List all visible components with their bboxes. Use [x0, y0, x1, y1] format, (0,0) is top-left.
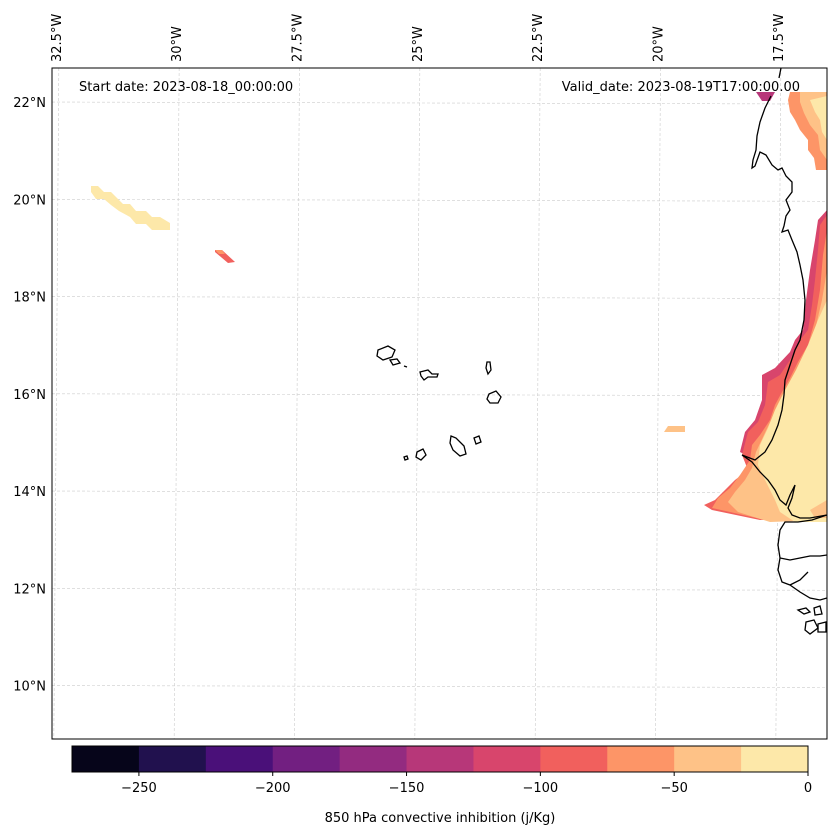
lon-tick-label: 22.5°W	[531, 14, 546, 62]
colorbar-tick-label: −100	[523, 781, 559, 796]
gridline-lat	[52, 296, 827, 299]
island-sao-nicolau	[419, 369, 439, 381]
lat-tick-label: 10°N	[13, 680, 46, 695]
cin-region-senegal-land	[758, 300, 827, 522]
map-frame	[51, 67, 828, 740]
lat-tick-label: 22°N	[13, 96, 46, 111]
valid-date-label: Valid_date: 2023-08-19T17:00:00.00	[562, 80, 800, 95]
island-maio	[473, 435, 482, 445]
colorbar-bin	[607, 746, 675, 772]
gridline-lon	[173, 68, 180, 739]
colorbar-bins	[72, 746, 809, 772]
gridline-lat	[52, 101, 827, 105]
map-area: Start date: 2023-08-18_00:00:00 Valid_da…	[51, 67, 828, 740]
gridline-lat	[52, 490, 827, 494]
gridline-lon	[294, 68, 300, 739]
coastlines	[376, 68, 827, 635]
gridline-lon	[414, 68, 421, 739]
cin-region-small-patch-west-edge	[215, 250, 225, 254]
gridline-lon	[534, 68, 541, 739]
colorbar-bin	[674, 746, 742, 772]
coastline-bissagos-3	[804, 619, 819, 635]
coastline-bissagos-4	[817, 621, 827, 633]
colorbar-bin	[473, 746, 541, 772]
colorbar-ticks: −250 −200 −150 −100 −50 0	[121, 772, 812, 796]
longitude-tick-labels: 32.5°W 30°W 27.5°W 25°W 22.5°W 20°W 17.5°W	[50, 14, 787, 62]
colorbar-bin	[741, 746, 809, 772]
gridline-lat	[52, 685, 827, 688]
gridline-lat	[52, 393, 827, 397]
cin-region-senegal-lower-edge	[810, 500, 827, 518]
colorbar-tick-label: −50	[660, 781, 687, 796]
cin-region-northwest-streak	[91, 186, 170, 230]
colorbar-bin	[339, 746, 408, 772]
gridline-lat	[52, 198, 827, 202]
latitude-tick-labels: 22°N 20°N 18°N 16°N 14°N 12°N 10°N	[13, 96, 46, 694]
island-santo-antao	[376, 345, 396, 361]
coastline-bissagos-1	[796, 607, 812, 615]
lat-tick-label: 14°N	[13, 485, 46, 500]
colorbar-bin	[138, 746, 207, 772]
map-background	[52, 68, 827, 739]
cin-filled-contours	[91, 92, 827, 522]
lon-tick-label: 32.5°W	[50, 14, 65, 62]
lon-tick-label: 30°W	[170, 26, 185, 62]
cin-region-offshore-small-patch	[664, 426, 685, 432]
lon-tick-label: 25°W	[411, 26, 426, 62]
island-sao-vicente	[388, 358, 402, 366]
colorbar-frame	[71, 745, 809, 773]
lat-tick-label: 16°N	[13, 388, 46, 403]
colorbar-tick-label: −200	[255, 781, 291, 796]
gridline-lat	[52, 587, 827, 591]
lon-tick-label: 17.5°W	[772, 14, 787, 62]
lat-tick-label: 12°N	[13, 582, 46, 597]
cin-region-northeast-band-inner	[810, 96, 827, 140]
colorbar-bin	[272, 746, 341, 772]
island-santiago	[449, 435, 467, 457]
island-fogo	[415, 448, 427, 461]
lat-tick-label: 18°N	[13, 291, 46, 306]
colorbar: −250 −200 −150 −100 −50 0 850 hPa convective …	[71, 745, 812, 826]
start-date-label: Start date: 2023-08-18_00:00:00	[79, 80, 293, 95]
coastline-bissagos-2	[813, 605, 823, 616]
gridline-lon	[655, 68, 661, 739]
gridline-lon	[53, 68, 60, 739]
lon-tick-label: 20°W	[652, 26, 667, 62]
colorbar-tick-label: −250	[121, 781, 157, 796]
colorbar-bin	[72, 746, 140, 772]
lat-tick-label: 20°N	[13, 193, 46, 208]
colorbar-bin	[205, 746, 274, 772]
island-sal	[485, 361, 492, 376]
colorbar-tick-label: 0	[804, 781, 812, 796]
colorbar-label: 850 hPa convective inhibition (j/Kg)	[325, 811, 556, 826]
island-santa-luzia	[403, 365, 408, 368]
colorbar-bin	[540, 746, 608, 772]
colorbar-bin	[406, 746, 474, 772]
colorbar-tick-label: −150	[389, 781, 425, 796]
island-brava	[403, 455, 409, 461]
lon-tick-label: 27.5°W	[290, 14, 305, 62]
coastline-africa	[741, 68, 827, 519]
coastline-guinea-bissau	[777, 514, 827, 601]
island-boa-vista	[486, 390, 502, 404]
